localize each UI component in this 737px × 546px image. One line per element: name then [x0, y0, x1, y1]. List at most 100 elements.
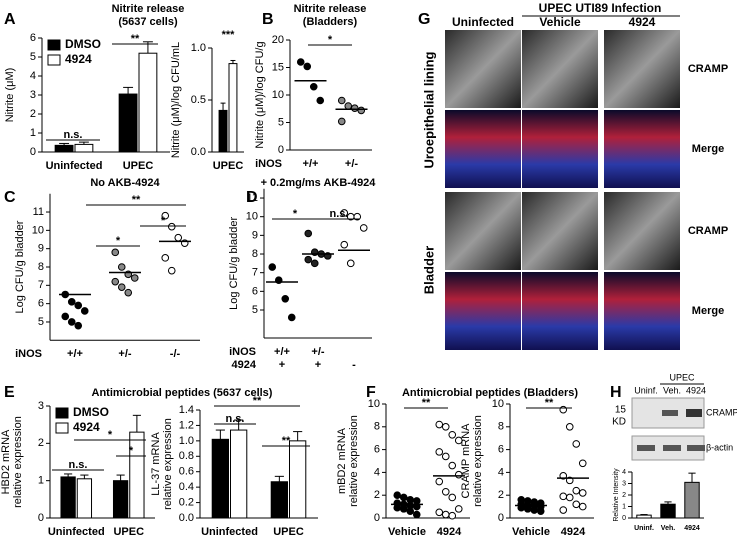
column-label: Uninfected: [452, 15, 514, 29]
bar: [684, 481, 700, 519]
y-tick-label: 2: [38, 437, 44, 449]
x-row-name: iNOS: [229, 346, 256, 358]
data-point: [435, 477, 444, 486]
y-tick-label: 7: [252, 267, 258, 279]
data-point: [316, 96, 325, 105]
data-point: [353, 212, 362, 221]
chart-title: Antimicrobial peptides (Bladders): [402, 387, 578, 399]
data-point: [559, 405, 568, 414]
y-tick-label: 0.4: [179, 481, 194, 493]
x-tick-label: -/-: [170, 348, 181, 360]
x-tick-label: +: [279, 359, 285, 371]
data-point: [340, 240, 349, 249]
y-tick-label: 20: [272, 34, 284, 46]
significance-label: *: [328, 34, 333, 46]
x-tick-label: 4924: [561, 526, 586, 538]
x-tick-label: +/+: [274, 346, 290, 358]
micrograph: [604, 30, 680, 108]
data-point: [74, 301, 83, 310]
lane-label: Uninf.: [634, 385, 658, 395]
error-bar: [78, 141, 89, 145]
x-tick-label: Uninfected: [48, 526, 105, 538]
x-tick-label: Uninfected: [201, 526, 258, 538]
error-bar: [215, 429, 225, 440]
bar: [289, 440, 307, 519]
panel-label: H: [610, 384, 622, 401]
y-tick-label: 6: [30, 32, 36, 44]
data-point: [174, 233, 183, 242]
data-point: [399, 505, 408, 513]
significance-label: *: [116, 235, 121, 247]
data-point: [67, 298, 76, 306]
data-point: [448, 430, 457, 439]
data-point: [565, 423, 574, 431]
significance-label: **: [131, 33, 140, 45]
legend-swatch: [55, 407, 69, 419]
panel-label: G: [418, 11, 430, 28]
y-axis-label: Nitrite (μM): [4, 68, 16, 123]
x-tick-label: UPEC: [123, 160, 154, 172]
significance-label: n.s.: [330, 208, 349, 220]
data-point: [161, 254, 170, 262]
data-point: [350, 104, 359, 112]
x-tick-label: 4924: [684, 525, 700, 532]
error-bar: [116, 474, 125, 481]
data-point: [454, 505, 463, 513]
data-point: [309, 82, 318, 91]
y-tick-label: 1.4: [179, 404, 194, 416]
chart-title: (5637 cells): [118, 16, 178, 28]
y-tick-label: 4: [498, 466, 504, 478]
blot-group: UPEC: [669, 372, 695, 382]
error-bar: [293, 431, 303, 441]
lane-label: 4924: [686, 385, 706, 395]
y-tick-label: 0: [38, 512, 44, 524]
y-axis-label: Relative Intensity: [613, 468, 620, 522]
y-tick-label: 2: [374, 489, 380, 501]
y-tick-label: 1.0: [191, 42, 206, 54]
chart-title: Antimicrobial peptides (5637 cells): [92, 387, 273, 399]
data-point: [572, 440, 581, 448]
y-tick-label: 5: [252, 304, 258, 316]
x-tick-label: UPEC: [213, 160, 244, 172]
blot-band: [663, 445, 681, 451]
y-tick-label: 5: [30, 51, 36, 63]
blot-band: [686, 409, 702, 417]
chart-title: Nitrite release: [294, 3, 367, 15]
data-point: [296, 58, 305, 66]
x-tick-label: UPEC: [273, 526, 304, 538]
y-tick-label: 8: [252, 248, 258, 260]
y-tick-label: 11: [247, 192, 258, 204]
y-axis-label: relative expression: [472, 415, 484, 507]
y-tick-label: 0: [622, 515, 626, 522]
bar: [74, 143, 94, 153]
data-point: [412, 510, 421, 519]
y-tick-label: 9: [252, 229, 258, 241]
y-tick-label: 10: [492, 398, 504, 410]
y-tick-label: 6: [38, 298, 44, 310]
x-tick-label: +: [315, 359, 321, 371]
legend-label: 4924: [65, 52, 92, 66]
data-point: [287, 313, 296, 322]
data-point: [441, 452, 450, 461]
y-axis-label: HBD2 mRNA: [0, 429, 12, 494]
data-point: [441, 423, 450, 431]
error-bar: [123, 86, 134, 95]
y-tick-label: 4: [622, 469, 626, 476]
significance-label: ***: [222, 29, 236, 41]
y-tick-label: 0.0: [191, 146, 206, 158]
y-tick-label: 8: [498, 421, 504, 433]
data-point: [406, 507, 415, 515]
micrograph: [604, 192, 680, 270]
significance-label: n.s.: [69, 459, 88, 471]
x-tick-label: Vehicle: [512, 526, 550, 538]
significance-label: n.s.: [64, 129, 83, 141]
significance-label: **: [545, 397, 554, 409]
data-point: [303, 62, 312, 71]
y-tick-label: 0.5: [191, 94, 206, 106]
data-point: [435, 420, 444, 429]
legend-label: DMSO: [65, 37, 101, 51]
lane-label: Veh.: [663, 385, 681, 395]
y-tick-label: 1.2: [179, 419, 194, 431]
bar: [54, 144, 74, 153]
